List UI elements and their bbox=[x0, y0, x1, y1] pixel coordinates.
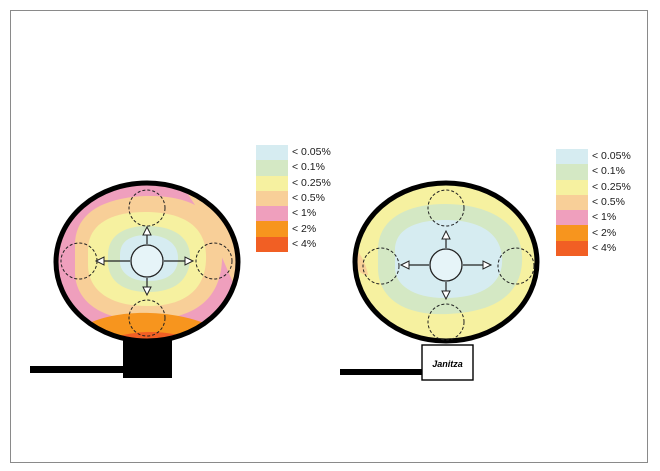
legend-swatch bbox=[256, 145, 288, 161]
legend-label: < 0.25% bbox=[592, 180, 631, 193]
legend-label: < 0.05% bbox=[292, 146, 331, 159]
conductor-right bbox=[497, 247, 535, 285]
right-center-conductor bbox=[399, 229, 493, 301]
legend-swatch bbox=[256, 190, 288, 207]
legend-item: < 4% bbox=[256, 236, 376, 253]
legend-swatch bbox=[556, 210, 588, 226]
legend-item: < 2% bbox=[256, 221, 376, 237]
legend-item: < 0.25% bbox=[556, 179, 660, 195]
legend-item: < 0.05% bbox=[556, 149, 660, 165]
left-meter-heatmap bbox=[56, 183, 238, 341]
legend-swatch bbox=[556, 179, 588, 195]
legend-item: < 1% bbox=[256, 206, 376, 222]
legend-label: < 0.1% bbox=[292, 161, 325, 174]
legend-label: < 0.5% bbox=[592, 196, 625, 209]
legend-item: < 1% bbox=[556, 210, 660, 226]
legend-swatch bbox=[556, 149, 588, 165]
legend-item: < 0.1% bbox=[256, 160, 376, 176]
legend-label: < 0.25% bbox=[292, 176, 331, 189]
legend-swatch bbox=[256, 206, 288, 222]
legend-item: < 0.25% bbox=[256, 175, 376, 191]
legend-label: < 2% bbox=[592, 226, 617, 239]
legend-right: < 0.05% < 0.1% < 0.25% < 0.5% < 1% < 2% < 4% bbox=[556, 149, 660, 257]
janitza-logo: Janitza bbox=[432, 359, 463, 369]
legend-item: < 0.5% bbox=[556, 194, 660, 211]
legend-label: < 1% bbox=[292, 207, 317, 220]
left-device-housing bbox=[30, 340, 172, 378]
conductor-right bbox=[195, 242, 233, 280]
conductor-left bbox=[362, 247, 400, 285]
conductor-top bbox=[427, 189, 465, 227]
legend-label: < 1% bbox=[592, 211, 617, 224]
legend-swatch bbox=[256, 175, 288, 191]
legend-swatch bbox=[556, 194, 588, 211]
legend-swatch bbox=[556, 164, 588, 180]
legend-label: < 0.05% bbox=[592, 150, 631, 163]
legend-swatch bbox=[256, 221, 288, 237]
left-center-conductor bbox=[94, 225, 195, 297]
legend-item: < 0.5% bbox=[256, 190, 376, 207]
legend-label: < 4% bbox=[592, 241, 617, 254]
legend-left: < 0.05% < 0.1% < 0.25% < 0.5% < 1% < 2% < 4% bbox=[256, 145, 376, 253]
legend-label: < 4% bbox=[292, 237, 317, 250]
legend-swatch bbox=[256, 160, 288, 176]
legend-label: < 0.5% bbox=[292, 192, 325, 205]
legend-label: < 2% bbox=[292, 222, 317, 235]
legend-swatch bbox=[556, 225, 588, 241]
right-ring-outline bbox=[352, 180, 540, 344]
conductor-top bbox=[128, 189, 166, 227]
conductor-bottom bbox=[128, 299, 166, 337]
right-conductor-positions bbox=[362, 189, 535, 341]
legend-item: < 0.05% bbox=[256, 145, 376, 161]
right-device-housing: Janitza bbox=[340, 344, 474, 381]
legend-item: < 2% bbox=[556, 225, 660, 241]
legend-item: < 4% bbox=[556, 240, 660, 257]
legend-swatch bbox=[556, 240, 588, 257]
legend-label: < 0.1% bbox=[592, 165, 625, 178]
legend-item: < 0.1% bbox=[556, 164, 660, 180]
conductor-bottom bbox=[427, 303, 465, 341]
legend-swatch bbox=[256, 236, 288, 253]
